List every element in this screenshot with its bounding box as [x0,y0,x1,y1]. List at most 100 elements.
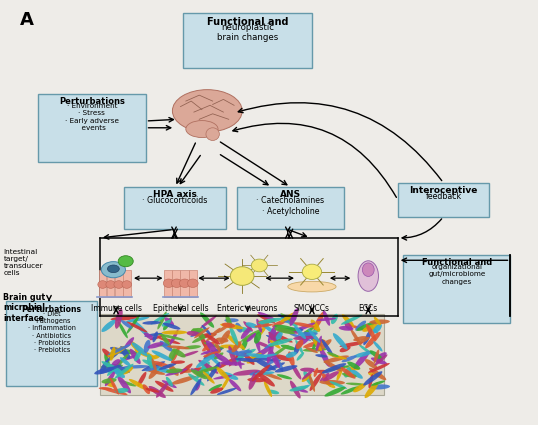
Ellipse shape [123,354,138,360]
Ellipse shape [310,320,320,332]
Ellipse shape [228,346,237,366]
Ellipse shape [222,323,235,328]
Ellipse shape [264,339,281,349]
Ellipse shape [294,344,300,354]
Ellipse shape [165,368,187,376]
Ellipse shape [201,350,213,355]
Ellipse shape [148,363,162,379]
Ellipse shape [266,335,285,343]
Ellipse shape [102,348,112,358]
Ellipse shape [123,365,150,368]
Ellipse shape [203,351,221,357]
Ellipse shape [270,349,280,368]
Ellipse shape [295,340,303,354]
Ellipse shape [156,382,168,398]
Ellipse shape [253,358,276,371]
Ellipse shape [144,332,154,340]
Ellipse shape [118,321,128,338]
Ellipse shape [152,361,170,368]
FancyBboxPatch shape [183,14,312,68]
Ellipse shape [200,315,217,329]
Ellipse shape [370,384,390,389]
Ellipse shape [207,362,220,381]
Ellipse shape [245,322,258,328]
Ellipse shape [235,323,242,333]
Ellipse shape [321,339,334,357]
Ellipse shape [148,355,160,360]
Ellipse shape [125,317,150,323]
Ellipse shape [206,328,221,342]
Ellipse shape [288,281,336,292]
Ellipse shape [366,324,376,340]
Ellipse shape [363,263,374,277]
Ellipse shape [195,380,201,391]
Ellipse shape [104,381,115,387]
Ellipse shape [369,368,386,380]
Ellipse shape [346,382,365,385]
Circle shape [230,267,254,285]
Ellipse shape [188,374,204,386]
Ellipse shape [305,347,318,353]
Ellipse shape [118,256,133,267]
Ellipse shape [278,314,293,320]
Text: Perturbations: Perturbations [22,305,82,314]
Ellipse shape [216,367,230,380]
Ellipse shape [289,385,308,391]
Ellipse shape [280,313,294,323]
Ellipse shape [186,121,218,138]
Ellipse shape [101,387,128,395]
Ellipse shape [259,317,271,336]
Ellipse shape [277,328,301,334]
Ellipse shape [355,320,366,331]
Ellipse shape [172,348,186,357]
Ellipse shape [158,337,180,344]
Ellipse shape [171,376,196,385]
Ellipse shape [241,329,263,342]
Circle shape [251,259,267,272]
Ellipse shape [196,354,215,368]
Ellipse shape [202,325,211,335]
Ellipse shape [187,331,200,336]
Ellipse shape [123,367,133,374]
Ellipse shape [358,261,378,291]
Ellipse shape [344,367,351,377]
Ellipse shape [324,387,345,397]
Ellipse shape [264,381,272,397]
Ellipse shape [229,345,236,357]
Ellipse shape [110,347,116,361]
Ellipse shape [292,364,301,380]
Ellipse shape [347,362,360,370]
Ellipse shape [202,341,215,351]
Ellipse shape [231,341,242,352]
Ellipse shape [162,380,177,388]
Ellipse shape [150,334,165,340]
Ellipse shape [206,340,217,354]
Ellipse shape [197,366,218,374]
Ellipse shape [296,340,303,349]
Ellipse shape [190,378,202,395]
Ellipse shape [144,340,151,353]
Ellipse shape [303,340,325,348]
Ellipse shape [226,350,250,357]
Ellipse shape [341,386,359,394]
Ellipse shape [313,339,322,351]
Ellipse shape [294,326,306,339]
Ellipse shape [145,366,160,371]
Ellipse shape [299,329,321,339]
Ellipse shape [110,377,119,395]
Ellipse shape [98,387,112,390]
Ellipse shape [117,376,131,394]
Bar [172,270,180,297]
Circle shape [98,280,108,288]
Ellipse shape [293,335,315,340]
Ellipse shape [330,381,347,389]
Ellipse shape [116,349,137,354]
Ellipse shape [341,314,362,325]
Ellipse shape [102,368,129,374]
Ellipse shape [323,360,342,372]
Ellipse shape [200,312,214,328]
Ellipse shape [126,322,147,332]
Ellipse shape [339,326,353,331]
Ellipse shape [252,365,270,381]
Ellipse shape [101,364,123,368]
